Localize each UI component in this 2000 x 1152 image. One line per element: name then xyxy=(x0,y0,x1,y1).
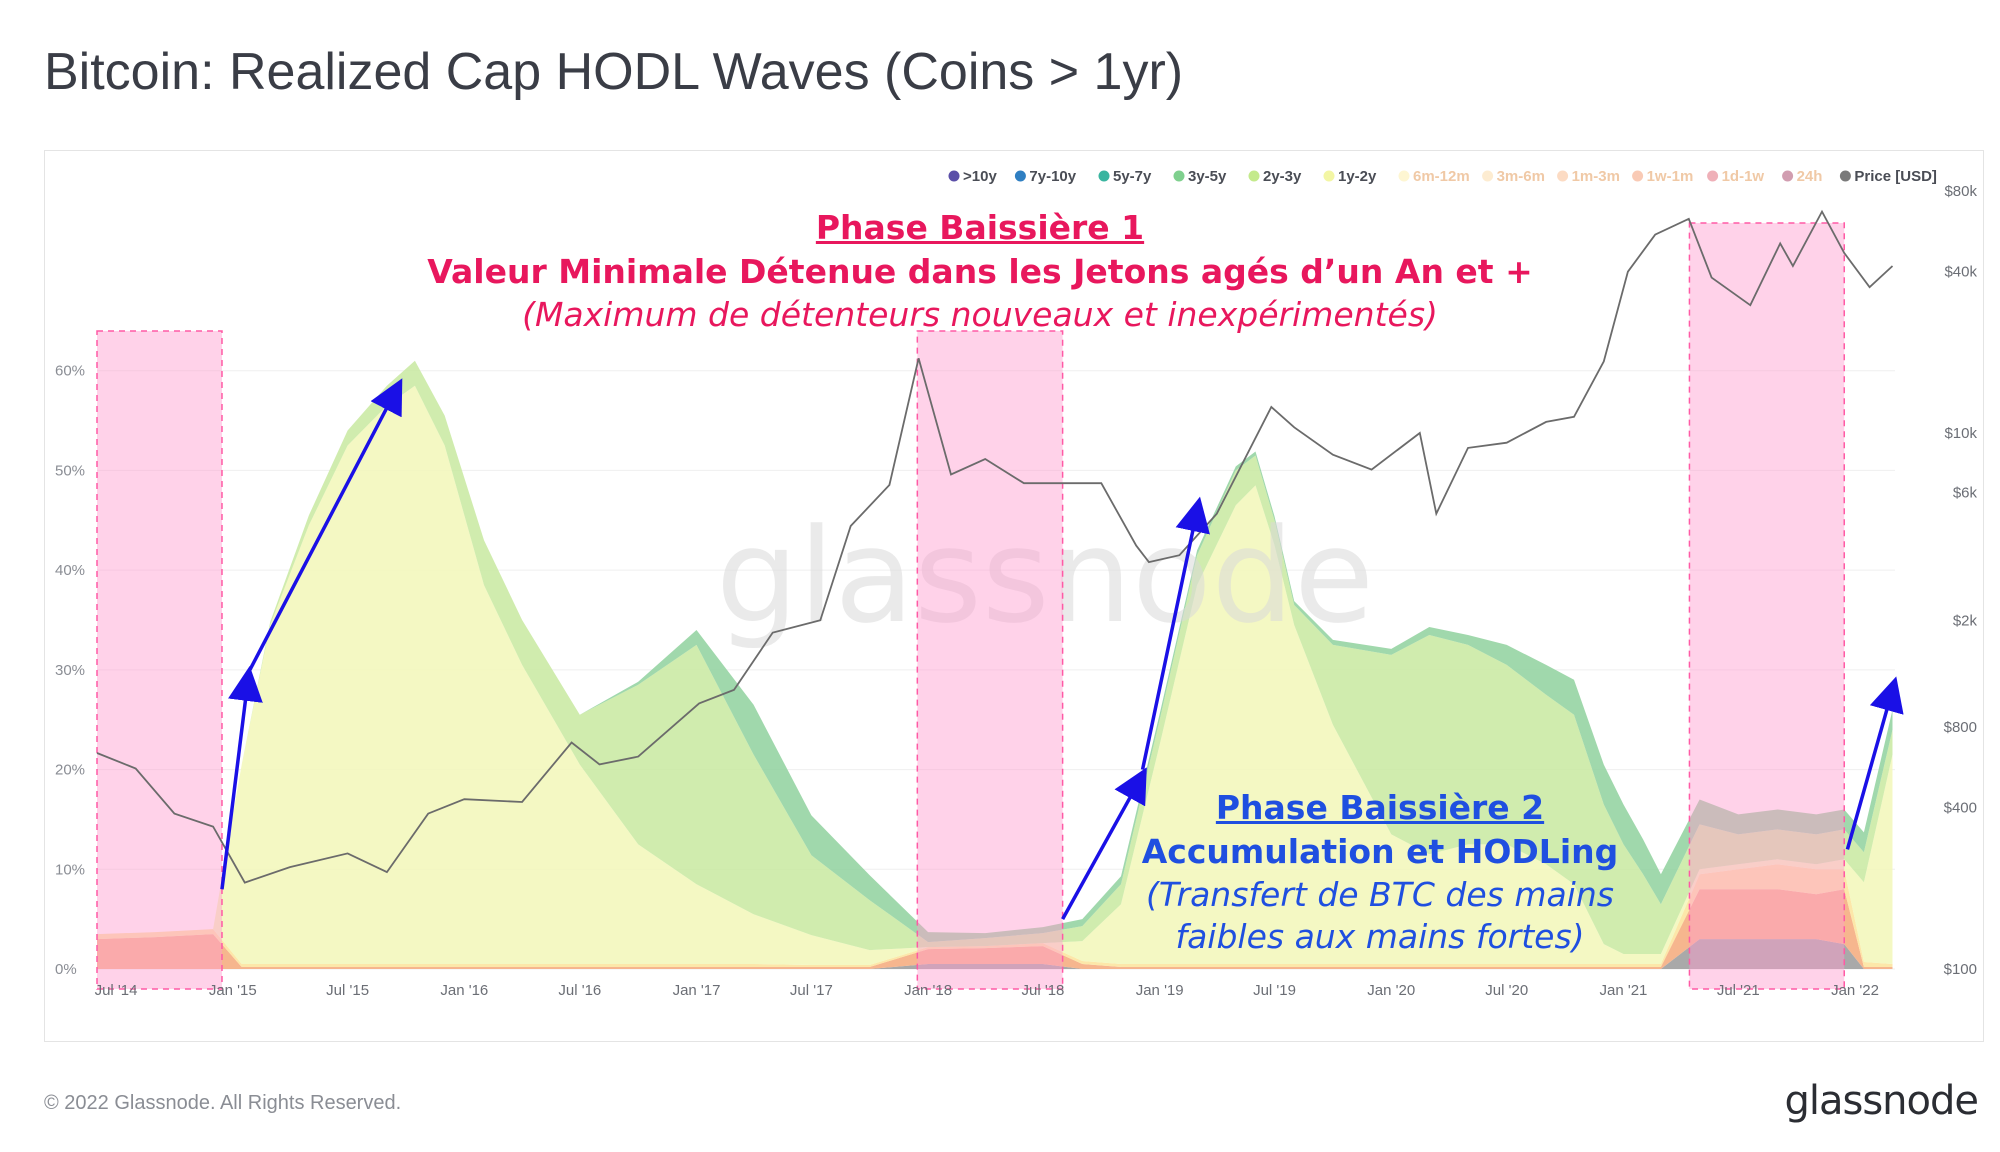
x-tick-label: Jan '15 xyxy=(209,982,257,999)
page-title: Bitcoin: Realized Cap HODL Waves (Coins … xyxy=(44,43,1184,101)
legend-label: 1w-1m xyxy=(1647,168,1694,185)
legend-swatch xyxy=(1839,170,1851,182)
x-tick-label: Jul '15 xyxy=(326,982,369,999)
legend-swatch xyxy=(1707,170,1719,182)
legend-swatch xyxy=(1098,170,1110,182)
phase1-line1: Valeur Minimale Détenue dans les Jetons … xyxy=(427,252,1533,291)
area-1y-2y xyxy=(97,385,1893,965)
legend-swatch xyxy=(1557,170,1569,182)
legend-swatch xyxy=(948,170,960,182)
trend-arrow xyxy=(1140,496,1210,770)
trend-arrow xyxy=(248,378,403,671)
glassnode-logo: glassnode xyxy=(1784,1078,1979,1124)
legend-swatch xyxy=(1398,170,1410,182)
x-tick-label: Jan '20 xyxy=(1367,982,1415,999)
legend-label: 3y-5y xyxy=(1188,168,1227,185)
phase2-heading: Phase Baissière 2 xyxy=(1215,788,1545,827)
phase1-line2: (Maximum de détenteurs nouveaux et inexp… xyxy=(522,295,1438,334)
trend-arrow xyxy=(220,665,263,890)
legend-label: 7y-10y xyxy=(1029,168,1076,185)
phase1-annotation: Phase Baissière 1 Valeur Minimale Détenu… xyxy=(427,206,1532,336)
y-right-tick-label: $40k xyxy=(1944,264,1977,281)
y-right-tick-label: $10k xyxy=(1944,425,1977,442)
legend-swatch xyxy=(1632,170,1644,182)
x-tick-label: Jul '21 xyxy=(1717,982,1760,999)
area-2y-3y xyxy=(97,360,1893,954)
y-left-tick-label: 50% xyxy=(55,462,85,479)
y-left-tick-label: 20% xyxy=(55,762,85,779)
x-tick-label: Jan '19 xyxy=(1136,982,1184,999)
legend-label: 24h xyxy=(1797,168,1823,185)
legend-swatch xyxy=(1014,170,1026,182)
y-right-tick-label: $400 xyxy=(1944,800,1977,817)
x-tick-label: Jul '17 xyxy=(790,982,833,999)
legend-swatch xyxy=(1482,170,1494,182)
hodl-waves-chart: glassnode 0% 10% 20% 30% 40% 50% 60% $100 $400 $80… xyxy=(55,168,1978,999)
highlight-period xyxy=(96,330,223,990)
x-tick-label: Jul '16 xyxy=(558,982,601,999)
x-tick-label: Jan '21 xyxy=(1600,982,1648,999)
y-left-tick-label: 10% xyxy=(55,861,85,878)
legend-label: 1d-1w xyxy=(1722,168,1765,185)
legend-swatch xyxy=(1248,170,1260,182)
area-1m-3m xyxy=(97,889,1893,969)
phase2-annotation: Phase Baissière 2 Accumulation et HODLin… xyxy=(1142,786,1619,958)
x-tick-label: Jul '20 xyxy=(1485,982,1528,999)
trend-arrow xyxy=(1845,676,1904,850)
chart-frame: glassnode 0% 10% 20% 30% 40% 50% 60% $100 $400 $80… xyxy=(44,150,1984,1042)
x-tick-label: Jul '14 xyxy=(95,982,138,999)
legend-label: 3m-6m xyxy=(1497,168,1545,185)
legend-swatch xyxy=(1323,170,1335,182)
legend: Price [USD] 24h 1d-1w 1w-1m 1m-3m 3m-6m 6m-12m… xyxy=(948,168,1937,185)
x-tick-label: Jan '16 xyxy=(440,982,488,999)
y-right-tick-label: $6k xyxy=(1953,484,1978,501)
phase2-line1: Accumulation et HODLing xyxy=(1141,832,1619,871)
y-left-tick-label: 0% xyxy=(55,961,77,978)
legend-label: 6m-12m xyxy=(1413,168,1470,185)
x-tick-label: Jan '18 xyxy=(904,982,952,999)
watermark-text: glassnode xyxy=(716,500,1374,652)
x-tick-label: Jul '18 xyxy=(1022,982,1065,999)
legend-label: >10y xyxy=(963,168,997,185)
y-right-tick-label: $2k xyxy=(1953,612,1978,629)
phase2-line2: (Transfert de BTC des mains xyxy=(1146,875,1614,914)
phase1-heading: Phase Baissière 1 xyxy=(815,208,1145,247)
highlight-period xyxy=(1688,222,1845,990)
trend-arrow xyxy=(1061,767,1147,920)
y-left-tick-label: 60% xyxy=(55,363,85,380)
footer-copyright: © 2022 Glassnode. All Rights Reserved. xyxy=(44,1092,402,1114)
legend-swatch xyxy=(1782,170,1794,182)
x-tick-label: Jul '19 xyxy=(1253,982,1296,999)
area-6m-12m xyxy=(97,864,1893,967)
legend-label: Price [USD] xyxy=(1854,168,1937,185)
legend-label: 2y-3y xyxy=(1263,168,1302,185)
legend-label: 1y-2y xyxy=(1338,168,1377,185)
area-1y-grey xyxy=(97,939,1893,969)
x-tick-label: Jan '17 xyxy=(673,982,721,999)
y-left-tick-label: 40% xyxy=(55,562,85,579)
price-line xyxy=(96,209,1894,884)
x-tick-label: Jan '22 xyxy=(1831,982,1879,999)
y-right-tick-label: $100 xyxy=(1944,961,1977,978)
legend-label: 1m-3m xyxy=(1572,168,1620,185)
y-left-tick-label: 30% xyxy=(55,662,85,679)
y-right-tick-label: $800 xyxy=(1944,719,1977,736)
y-right-tick-label: $80k xyxy=(1944,183,1977,200)
legend-swatch xyxy=(1173,170,1185,182)
phase2-line3: faibles aux mains fortes) xyxy=(1175,917,1585,956)
legend-label: 5y-7y xyxy=(1113,168,1152,185)
